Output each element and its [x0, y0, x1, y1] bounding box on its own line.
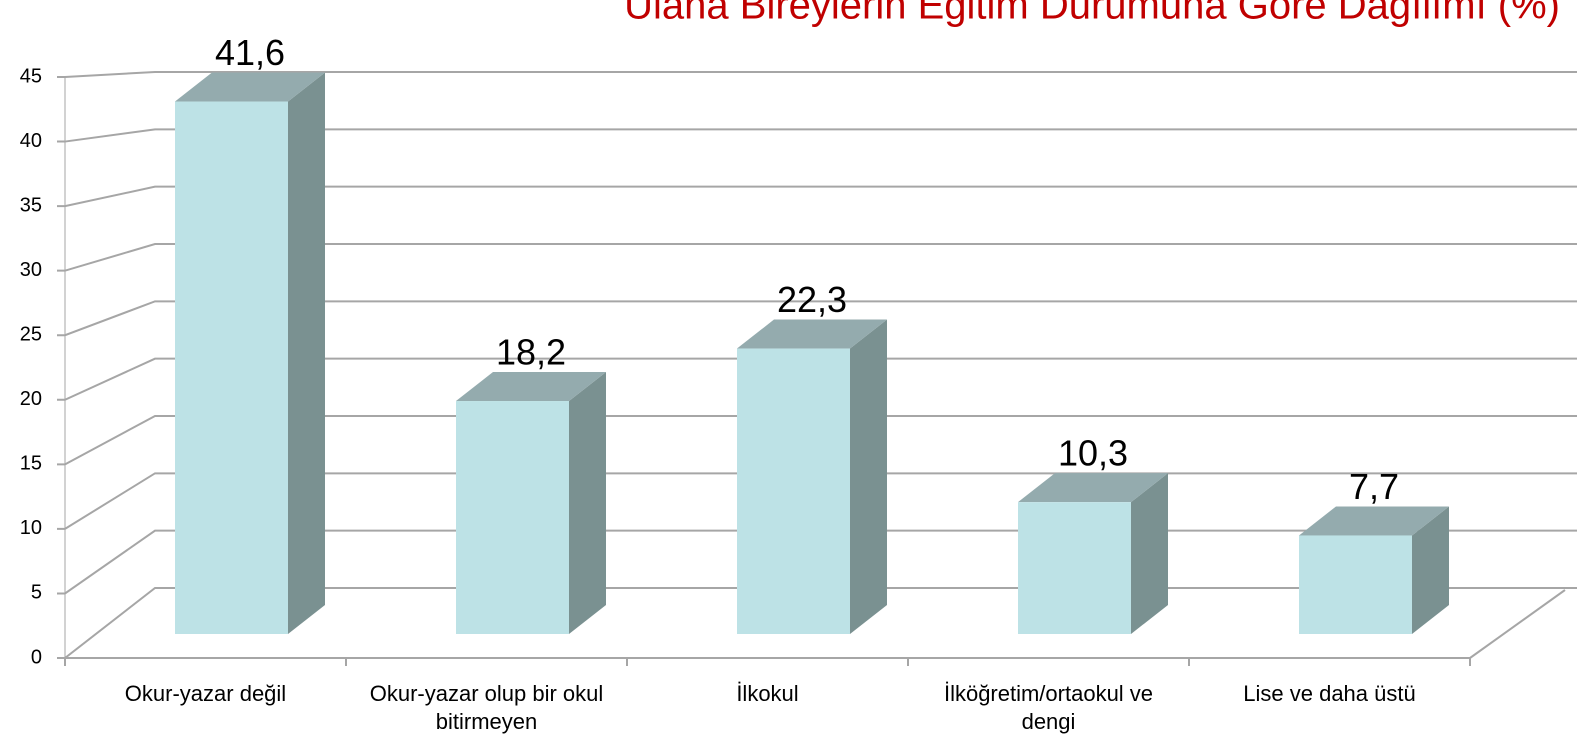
grid-line: [57, 71, 1577, 78]
bar-side: [288, 72, 325, 634]
x-tick-label: Okur-yazar değil: [124, 681, 287, 706]
x-tick-label: Lise ve daha üstü: [1243, 681, 1416, 706]
y-tick-label: 20: [20, 388, 42, 410]
bar: [1299, 535, 1412, 634]
x-tick-label: Okur-yazar olup bir okul bitirmeyen: [369, 681, 604, 734]
floor-right: [1469, 589, 1566, 659]
data-label: 10,3: [1058, 433, 1128, 474]
grid-line: [57, 128, 1577, 143]
data-label: 18,2: [496, 332, 566, 373]
y-tick-label: 45: [20, 65, 42, 87]
y-tick-label: 10: [20, 517, 42, 539]
y-tick-label: 40: [20, 130, 42, 152]
bar: [737, 348, 850, 634]
grid-line: [57, 243, 1577, 272]
bar: [1018, 502, 1131, 634]
data-label: 41,6: [215, 32, 285, 73]
bar-top: [1299, 506, 1449, 536]
grid-line: [57, 185, 1577, 208]
bar: [456, 401, 569, 634]
chart-title: Ulana Bireylerin Eğitim Durumuna Göre Da…: [624, 0, 1560, 28]
x-tick-label: İlköğretim/ortaokul ve dengi: [943, 681, 1154, 734]
x-tick-label: İlkokul: [736, 681, 799, 706]
bar-side: [1131, 473, 1168, 634]
bar-side: [1412, 506, 1449, 634]
bar-top: [456, 372, 606, 402]
grid-line: [57, 300, 1577, 337]
y-tick-label: 30: [20, 259, 42, 281]
y-tick-label: 35: [20, 194, 42, 216]
y-tick-label: 5: [31, 582, 42, 604]
bar-top: [1018, 473, 1168, 503]
bar-top: [175, 72, 325, 102]
data-label: 22,3: [777, 279, 847, 320]
y-tick-label: 15: [20, 453, 42, 475]
bar-side: [569, 372, 606, 634]
y-tick-label: 0: [31, 646, 42, 668]
y-tick-label: 25: [20, 324, 42, 346]
bar-top: [737, 319, 887, 349]
data-label: 7,7: [1349, 466, 1399, 507]
bar: [175, 101, 288, 634]
bar-side: [850, 319, 887, 634]
